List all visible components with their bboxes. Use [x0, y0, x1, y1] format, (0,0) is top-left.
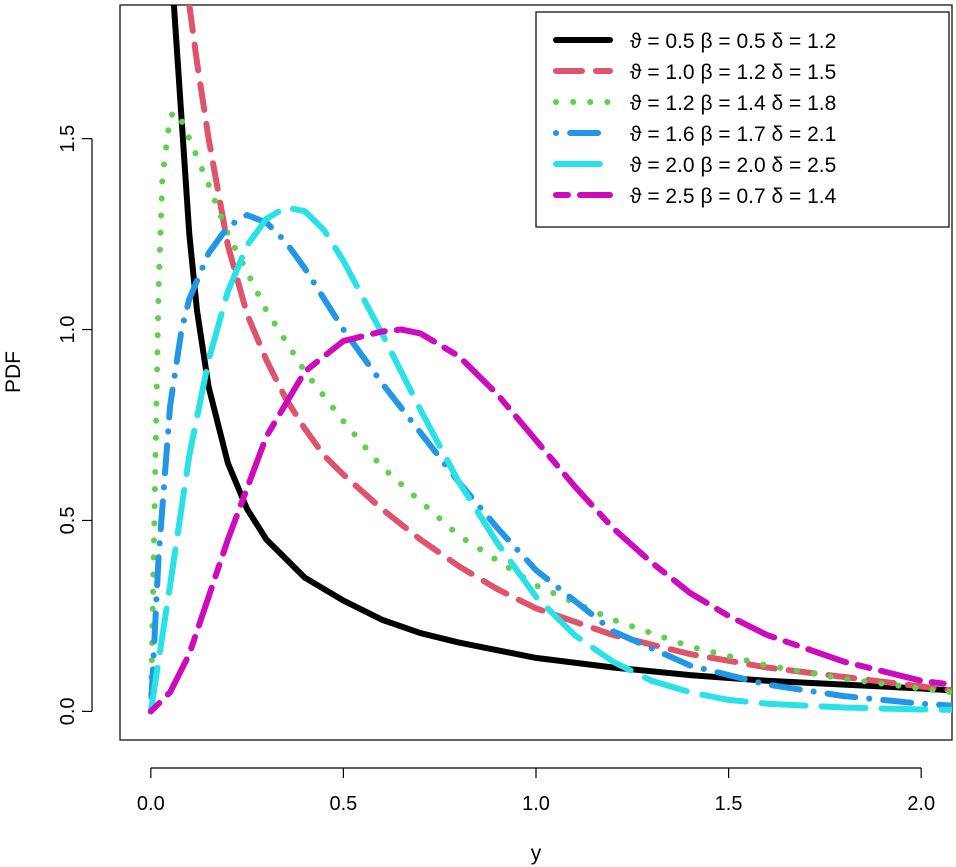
- x-tick-label: 1.5: [715, 793, 743, 815]
- legend-label: ϑ = 2.5 β = 0.7 δ = 1.4: [630, 185, 837, 208]
- series-group: [147, 5, 952, 715]
- y-tick-label: 0.0: [57, 697, 79, 725]
- axes-group: 0.0 0.5 1.0 1.5 2.0 0.0 0.5 1.0 1.5: [57, 125, 935, 815]
- legend-label: ϑ = 1.0 β = 1.2 δ = 1.5: [630, 61, 836, 84]
- x-tick-label: 0.5: [330, 793, 358, 815]
- series-line-1: [170, 5, 952, 694]
- x-axis-label: y: [531, 842, 542, 865]
- plot-frame: [119, 4, 953, 741]
- y-tick-label: 1.0: [57, 316, 79, 344]
- series-line-5: [147, 204, 952, 715]
- x-tick-label: 2.0: [907, 793, 935, 815]
- legend-label: ϑ = 1.2 β = 1.4 δ = 1.8: [630, 92, 836, 115]
- legend-label: ϑ = 2.0 β = 2.0 δ = 2.5: [630, 154, 836, 177]
- y-tick-label: 0.5: [57, 507, 79, 535]
- legend-box: [535, 11, 950, 228]
- legend-label: ϑ = 0.5 β = 0.5 δ = 1.2: [630, 30, 836, 53]
- legend-label: ϑ = 1.6 β = 1.7 δ = 2.1: [630, 123, 836, 146]
- x-tick-label: 0.0: [137, 793, 165, 815]
- legend: ϑ = 0.5 β = 0.5 δ = 1.2 ϑ = 1.0 β = 1.2 δ…: [535, 11, 950, 228]
- y-axis-label: PDF: [2, 351, 25, 393]
- series-line-6: [147, 326, 952, 715]
- x-tick-label: 1.0: [522, 793, 550, 815]
- series-line-4: [147, 212, 952, 715]
- y-tick-label: 1.5: [57, 125, 79, 153]
